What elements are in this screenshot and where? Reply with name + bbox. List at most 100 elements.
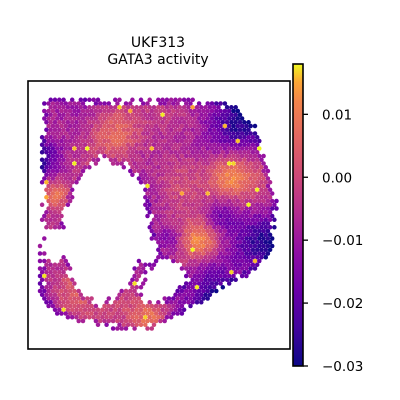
spot bbox=[211, 150, 217, 155]
spot bbox=[239, 161, 245, 166]
spot bbox=[108, 112, 114, 118]
spot bbox=[166, 168, 172, 174]
spot bbox=[211, 157, 217, 163]
spot bbox=[188, 288, 193, 294]
spot bbox=[160, 255, 165, 260]
spot bbox=[147, 307, 152, 313]
spot bbox=[164, 97, 170, 103]
spot bbox=[272, 202, 277, 208]
spot bbox=[80, 138, 86, 144]
spot bbox=[85, 108, 90, 114]
spot bbox=[76, 123, 81, 129]
spot bbox=[74, 142, 79, 148]
spot bbox=[123, 131, 129, 136]
spot bbox=[216, 202, 221, 208]
spot bbox=[72, 161, 77, 166]
spot bbox=[205, 243, 210, 249]
spot bbox=[112, 142, 118, 148]
spot bbox=[136, 123, 142, 129]
spot bbox=[263, 165, 269, 170]
spot bbox=[269, 198, 275, 204]
spot bbox=[95, 315, 101, 320]
spot bbox=[181, 157, 187, 163]
spot bbox=[115, 146, 120, 151]
spot bbox=[168, 225, 174, 230]
spot bbox=[168, 97, 174, 103]
spot bbox=[151, 202, 157, 208]
spot bbox=[177, 157, 183, 163]
spot bbox=[119, 161, 124, 166]
spot bbox=[205, 228, 210, 234]
spot bbox=[158, 191, 163, 196]
spot bbox=[153, 146, 159, 151]
spot bbox=[177, 217, 183, 223]
spot bbox=[203, 157, 208, 163]
spot bbox=[248, 131, 253, 136]
spot bbox=[151, 150, 157, 155]
spot bbox=[186, 255, 191, 260]
spot bbox=[52, 270, 58, 275]
spot bbox=[149, 108, 155, 114]
spot bbox=[216, 187, 221, 193]
spot bbox=[143, 120, 148, 125]
spot bbox=[254, 217, 260, 223]
spot bbox=[244, 206, 249, 211]
spot bbox=[246, 120, 251, 125]
spot bbox=[188, 303, 193, 309]
spot bbox=[125, 127, 131, 133]
spot bbox=[192, 108, 198, 114]
spot bbox=[104, 105, 109, 110]
spot bbox=[44, 262, 49, 268]
spot bbox=[162, 176, 167, 181]
spot bbox=[46, 198, 51, 204]
spot bbox=[218, 258, 223, 264]
spot bbox=[153, 123, 159, 129]
spot bbox=[42, 258, 47, 264]
spot bbox=[42, 236, 47, 241]
spot bbox=[54, 176, 60, 181]
spot bbox=[106, 153, 112, 159]
spot bbox=[201, 153, 206, 159]
spot bbox=[136, 153, 142, 159]
spot bbox=[231, 116, 236, 121]
spot bbox=[50, 131, 56, 136]
spot bbox=[196, 116, 202, 121]
spot bbox=[110, 108, 116, 114]
spot bbox=[89, 116, 94, 121]
spot bbox=[220, 187, 226, 193]
spot bbox=[140, 108, 146, 114]
spot bbox=[171, 251, 176, 256]
spot bbox=[250, 195, 256, 200]
spot bbox=[203, 270, 208, 275]
spot bbox=[263, 195, 269, 200]
spot bbox=[164, 240, 170, 245]
spot bbox=[203, 195, 208, 200]
spot bbox=[166, 176, 172, 181]
spot bbox=[190, 150, 195, 155]
spot bbox=[52, 225, 58, 230]
spot bbox=[218, 108, 223, 114]
spot bbox=[190, 210, 195, 215]
spot bbox=[237, 127, 243, 133]
spot bbox=[233, 135, 238, 140]
spot bbox=[97, 116, 103, 121]
spot bbox=[235, 228, 241, 234]
spot bbox=[61, 120, 66, 125]
spot bbox=[224, 217, 230, 223]
spot bbox=[57, 262, 62, 268]
spot bbox=[160, 307, 165, 313]
spot bbox=[259, 210, 264, 215]
spot bbox=[156, 127, 161, 133]
spot bbox=[151, 195, 157, 200]
spot bbox=[65, 165, 71, 170]
spot bbox=[186, 210, 191, 215]
spot bbox=[177, 225, 183, 230]
spot bbox=[102, 303, 107, 309]
spot bbox=[52, 202, 58, 208]
spot bbox=[108, 142, 114, 148]
spot bbox=[104, 112, 109, 118]
spot bbox=[112, 300, 118, 305]
spot bbox=[203, 165, 208, 170]
spot bbox=[190, 172, 195, 178]
spot bbox=[119, 108, 124, 114]
